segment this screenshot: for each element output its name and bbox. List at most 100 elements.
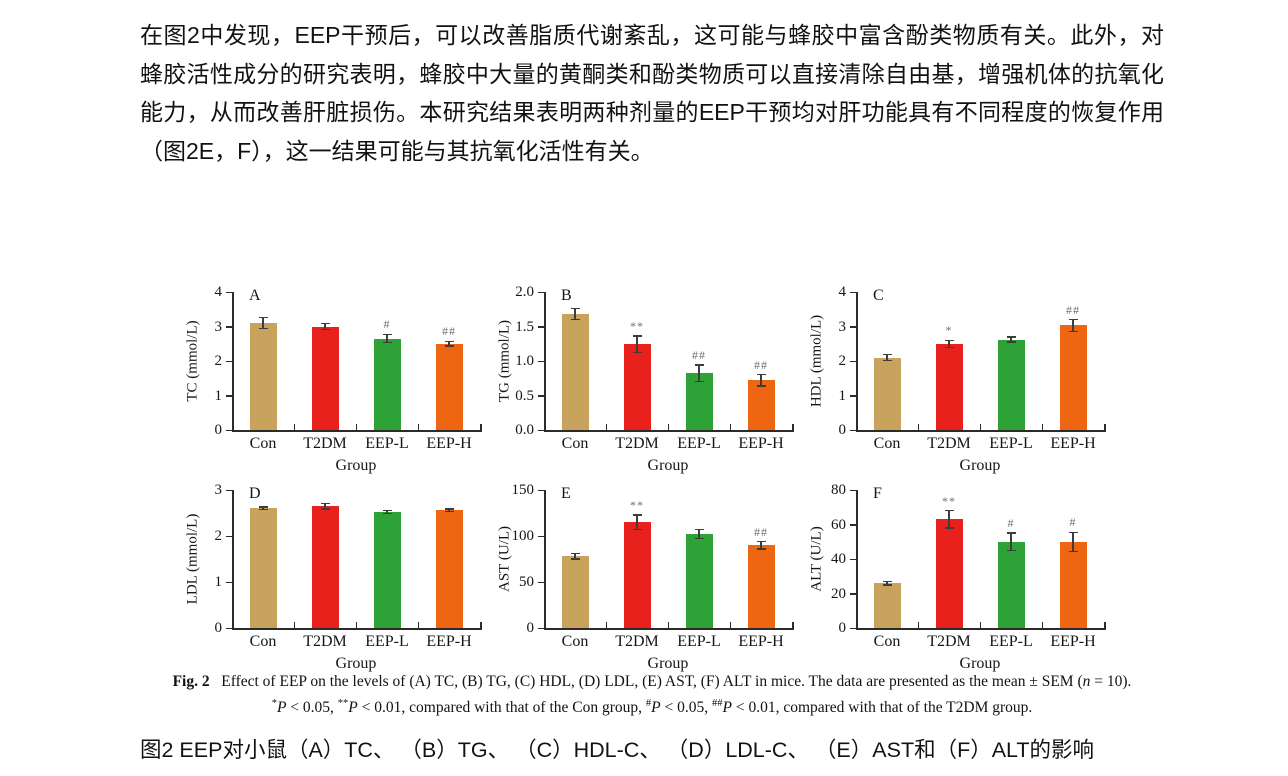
bar-con (873, 583, 901, 628)
figure-caption-line1: Fig. 2 Effect of EEP on the levels of (A… (140, 671, 1164, 693)
x-axis-tick (979, 622, 981, 628)
error-bar-line (698, 529, 700, 539)
x-axis-tick (293, 424, 295, 430)
y-tick-label: 4 (214, 284, 223, 300)
error-bar-line (1010, 533, 1012, 551)
error-bar-line (636, 336, 638, 353)
error-bar-cap-top (632, 514, 642, 516)
error-bar-cap-top (694, 364, 704, 366)
bar-con (249, 323, 277, 430)
x-tick-label: EEP-L (677, 633, 721, 650)
error-bar-line (324, 503, 326, 509)
bar-eep-h (747, 545, 775, 628)
y-axis-title: TC (mmol/L) (184, 320, 201, 402)
x-axis (856, 628, 1106, 630)
y-tick-label: 0 (526, 620, 535, 636)
error-bar-cap-top (756, 374, 766, 376)
x-axis-tick (605, 622, 607, 628)
caption-segment: n (1082, 673, 1091, 690)
significance-annotation: # (383, 317, 391, 332)
caption-segment: P (651, 699, 661, 717)
bar-t2dm (935, 519, 963, 628)
bar-eep-h (1059, 541, 1087, 628)
x-tick-label: Con (249, 435, 277, 452)
bar-eep-l (685, 534, 713, 628)
error-bar-cap-top (382, 510, 392, 512)
panel-letter: C (873, 287, 884, 304)
y-axis-title: AST (U/L) (496, 526, 513, 592)
chart-panel-B: 0.0 0.5 1.0 1.5 2.0 B TG (mmol/L) Con ** T2DM ## EE… (488, 276, 800, 474)
y-tick-label: 1 (214, 387, 223, 404)
y-axis-title: ALT (U/L) (808, 526, 825, 592)
bar-eep-l (997, 541, 1025, 628)
error-bar-cap-bottom (756, 548, 766, 550)
y-tick-label: 1 (838, 387, 847, 404)
x-axis-end-tick (1104, 622, 1106, 628)
caption-segment: P (276, 699, 287, 717)
bar-con (561, 556, 589, 628)
chart-row-top: 0 1 2 3 4 A TC (mmol/L) Con T2DM # EEP-L ## EEP-H Gro… (176, 276, 1112, 474)
y-tick-label: 100 (511, 528, 535, 544)
y-axis (856, 490, 858, 628)
error-bar-cap-bottom (382, 342, 392, 344)
y-axis-tick (538, 581, 544, 583)
x-axis-tick (917, 424, 919, 430)
error-bar-cap-bottom (1006, 549, 1016, 552)
panel-letter: D (249, 485, 261, 502)
y-axis-tick (538, 360, 544, 362)
y-tick-label: 3 (214, 318, 223, 335)
y-axis (544, 292, 546, 430)
bar-eep-l (373, 338, 401, 430)
x-tick-label: EEP-L (989, 435, 1033, 452)
y-tick-label: 1.0 (515, 353, 534, 369)
y-tick-label: 0.5 (515, 387, 534, 404)
y-axis-title: TG (mmol/L) (496, 319, 513, 403)
y-axis-tick (850, 627, 856, 629)
bar-eep-h (747, 380, 775, 430)
x-tick-label: EEP-H (738, 633, 784, 650)
error-bar-cap-bottom (1068, 550, 1078, 552)
error-bar-cap-top (320, 323, 330, 325)
error-bar-cap-top (756, 540, 766, 543)
error-bar-cap-top (944, 339, 954, 341)
y-axis-tick (850, 489, 856, 491)
bar-t2dm (311, 326, 339, 430)
caption-segment: * (271, 698, 277, 709)
x-axis-tick (417, 424, 419, 430)
error-bar-line (1072, 319, 1074, 332)
panel-letter: F (873, 485, 882, 502)
y-tick-label: 1 (214, 574, 223, 590)
bar-eep-h (435, 510, 463, 628)
y-axis-tick (538, 535, 544, 537)
y-axis (544, 490, 546, 628)
y-tick-label: 80 (831, 482, 846, 498)
x-axis-title: Group (647, 457, 689, 474)
significance-annotation: ** (630, 319, 644, 334)
x-axis-tick (729, 424, 731, 430)
x-axis-end-tick (480, 424, 482, 430)
error-bar-line (262, 317, 264, 329)
y-tick-label: 0 (838, 620, 847, 636)
x-axis (232, 430, 482, 432)
y-axis-tick (226, 535, 232, 537)
y-axis-tick (226, 291, 232, 293)
y-axis-tick (850, 326, 856, 328)
error-bar-cap-top (258, 316, 268, 319)
error-bar-cap-top (570, 552, 580, 555)
y-tick-label: 2 (214, 353, 223, 369)
x-tick-label: EEP-H (426, 435, 472, 452)
y-axis-title: LDL (mmol/L) (184, 513, 201, 605)
bar-t2dm (623, 522, 651, 628)
y-tick-label: 3 (214, 482, 223, 498)
significance-annotation: ## (692, 348, 706, 363)
x-tick-label: Con (249, 633, 277, 650)
error-bar-line (386, 334, 388, 343)
x-axis-title: Group (335, 655, 377, 672)
y-tick-label: 150 (511, 482, 535, 498)
significance-annotation: ## (1066, 302, 1080, 317)
error-bar-line (448, 508, 450, 512)
error-bar-cap-bottom (944, 527, 954, 529)
y-tick-label: 20 (831, 585, 846, 602)
x-tick-label: Con (873, 633, 901, 650)
panel-letter: E (561, 485, 571, 502)
